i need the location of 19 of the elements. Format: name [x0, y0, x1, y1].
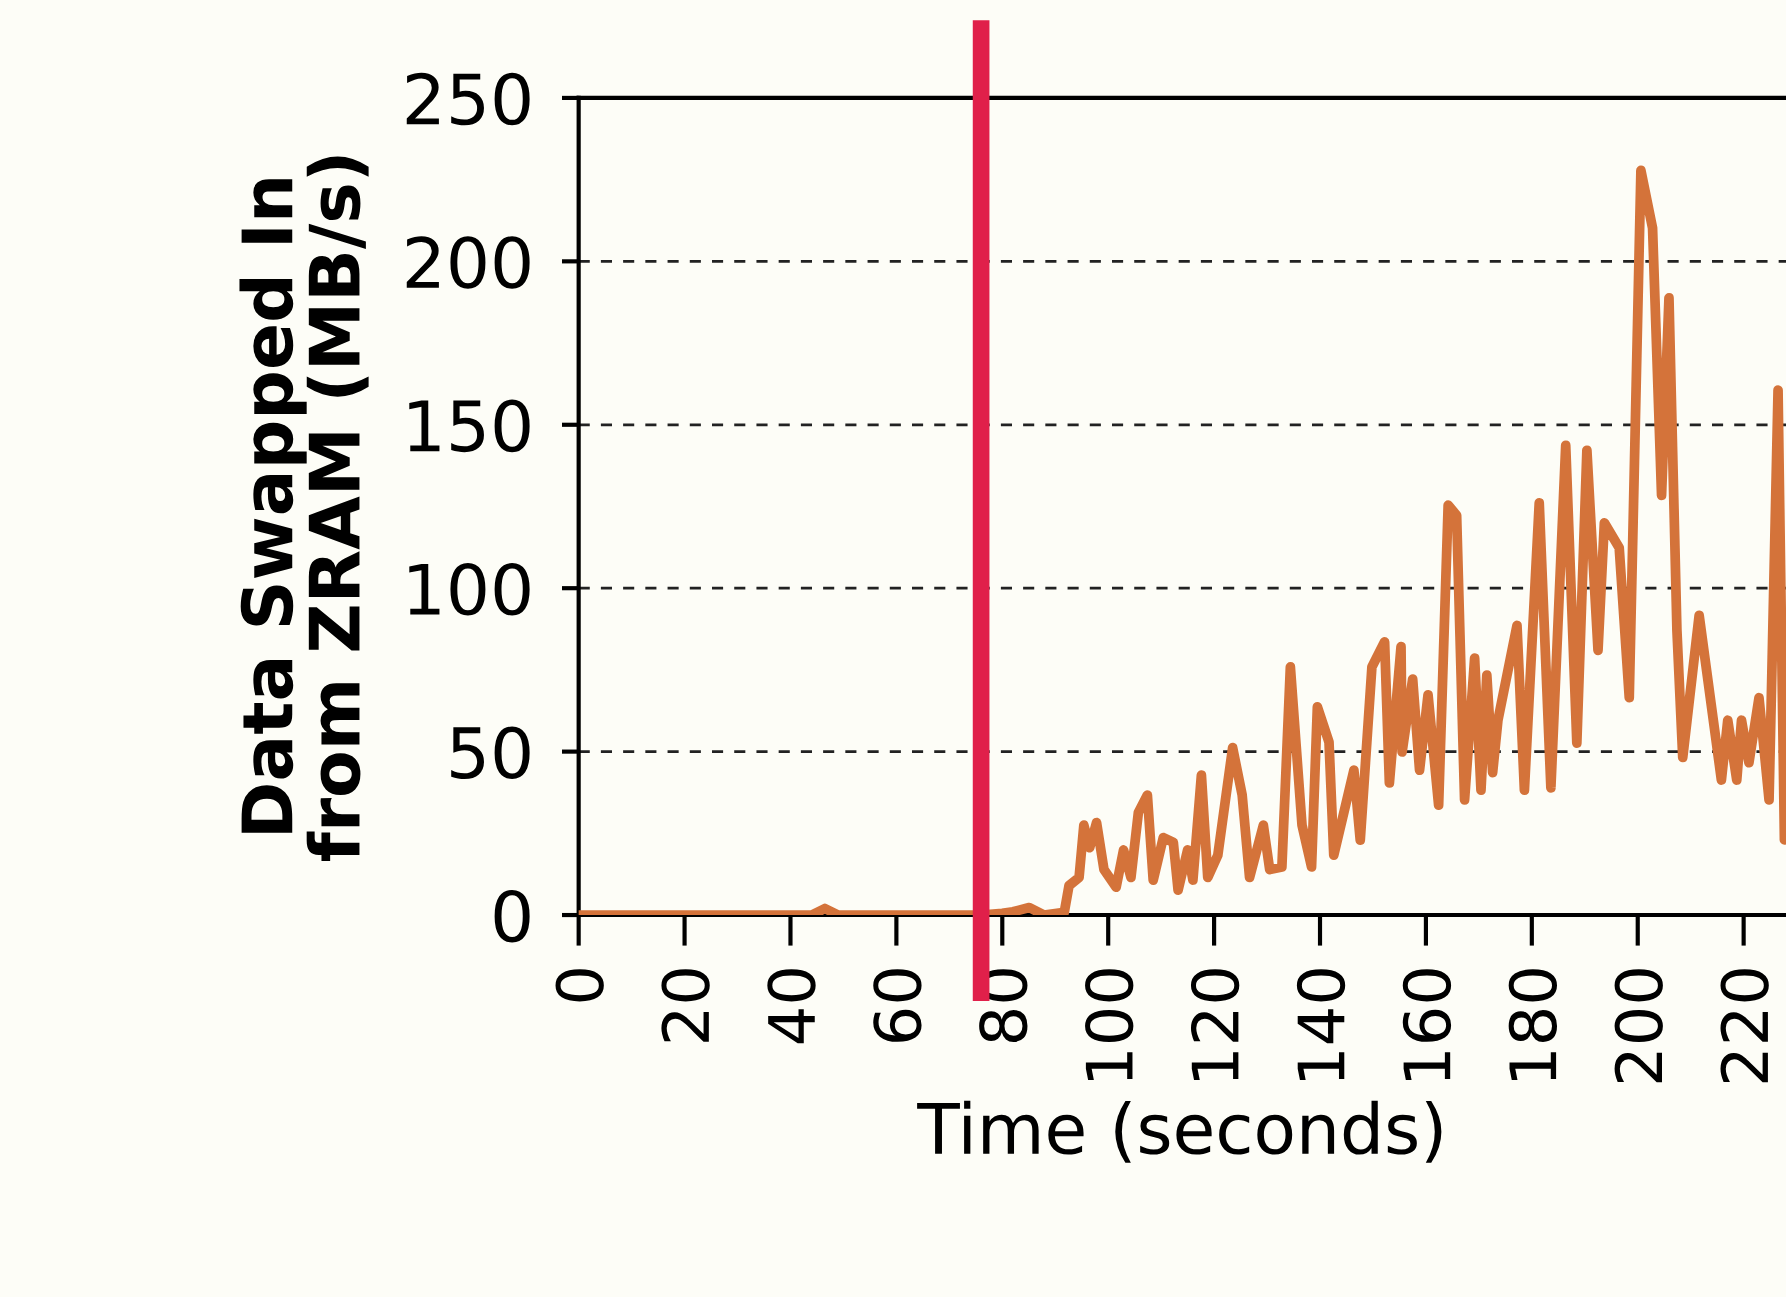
x-tick-label: 40 — [767, 969, 816, 1044]
x-tick-label: 180 — [1508, 969, 1558, 1080]
y-tick-label: 150 — [409, 399, 530, 453]
x-tick-label: 20 — [661, 969, 710, 1042]
y-axis-title: Data Swapped In from ZRAM (MB/s) — [239, 156, 369, 862]
y-tick-label: 100 — [409, 563, 530, 616]
x-axis-title: Time (seconds) — [917, 1100, 1442, 1163]
x-tick-label: 100 — [1085, 969, 1134, 1080]
x-tick-label: 120 — [1190, 969, 1240, 1080]
x-tick-label: 140 — [1296, 969, 1346, 1080]
x-tick-label: 200 — [1614, 969, 1663, 1083]
y-tick-label: 50 — [451, 726, 530, 779]
x-tick-label: 0 — [555, 969, 604, 1002]
y-tick-label: 250 — [406, 72, 530, 126]
y-tick-label: 200 — [406, 236, 530, 289]
y-tick-label: 0 — [494, 889, 530, 943]
x-tick-label: 220 — [1720, 969, 1769, 1083]
x-tick-label: 60 — [873, 969, 922, 1042]
x-tick-label: 160 — [1402, 969, 1452, 1080]
